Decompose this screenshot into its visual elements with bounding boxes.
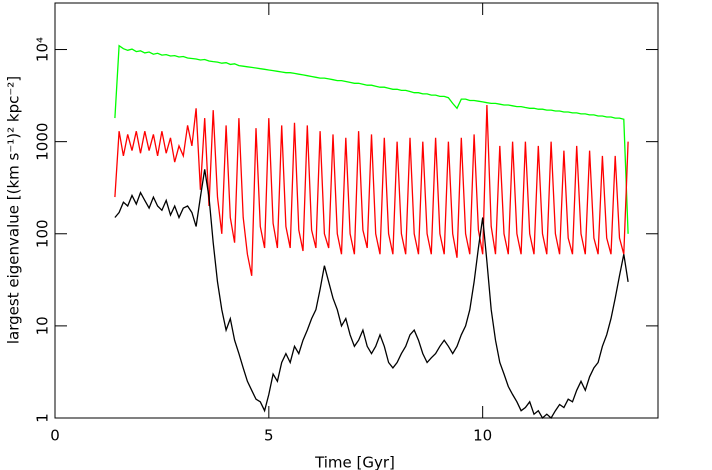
x-axis-label: Time [Gyr] (314, 454, 395, 470)
data-line (114, 169, 629, 420)
y-tick-label: 1000 (34, 123, 52, 161)
x-tick-label: 10 (473, 427, 492, 445)
plot-frame (54, 2, 659, 419)
x-tick-label: 5 (264, 427, 274, 445)
y-tick-label: 10⁴ (34, 37, 52, 62)
y-tick-label: 10 (34, 316, 52, 335)
y-tick-label: 100 (34, 219, 52, 248)
y-tick-label: 1 (34, 413, 52, 423)
data-line (114, 44, 629, 234)
x-tick-label: 0 (50, 427, 60, 445)
y-axis-label: largest eigenvalue [(km s⁻¹)² kpc⁻²] (5, 76, 23, 344)
data-line (114, 104, 629, 276)
